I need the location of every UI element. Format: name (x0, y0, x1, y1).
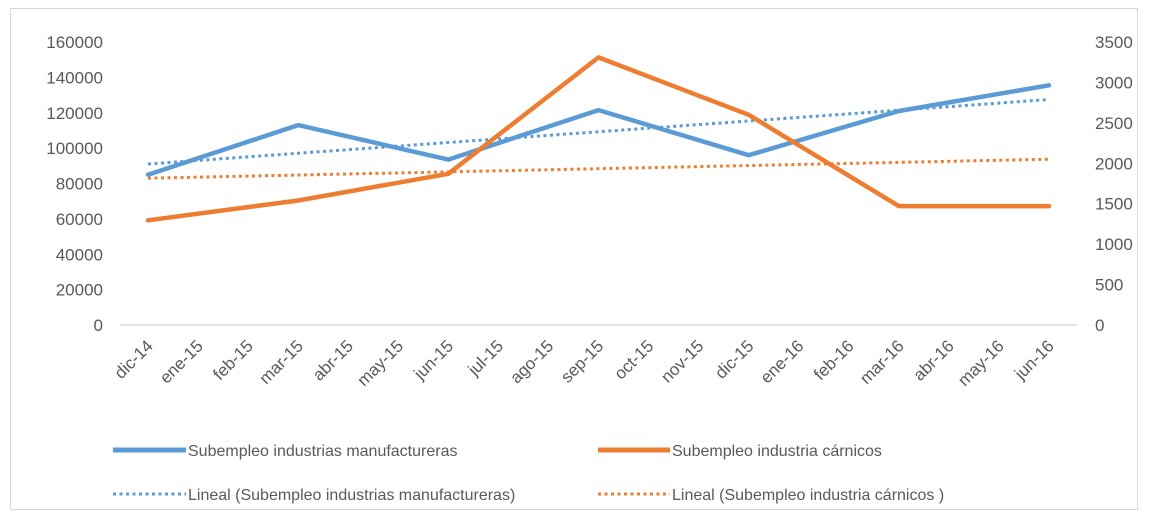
trendline-series-3 (147, 157, 1050, 180)
left-axis-tick-label: 160000 (46, 33, 103, 52)
legend-label: Lineal (Subempleo industria cárnicos ) (672, 487, 944, 504)
right-axis-tick-label: 3500 (1095, 33, 1133, 52)
left-axis-tick-label: 0 (94, 316, 103, 335)
chart-area (10, 8, 1138, 510)
left-axis-tick-label: 100000 (46, 139, 103, 158)
x-axis-tick-label: dic-14 (111, 336, 157, 382)
x-axis-tick-label: abr-16 (910, 336, 958, 384)
x-axis-tick-label: nov-15 (657, 336, 707, 386)
x-axis-tick-label: oct-15 (611, 336, 658, 383)
right-axis-tick-label: 2000 (1095, 154, 1133, 173)
right-axis-tick-label: 500 (1095, 276, 1123, 295)
left-axis: 0 20000 40000 60000 80000 100000 120000 140000 1… (46, 33, 103, 335)
right-axis-tick-label: 3000 (1095, 73, 1133, 92)
x-axis-tick-label: feb-15 (209, 336, 257, 384)
x-axis-tick-label: feb-16 (810, 336, 858, 384)
x-axis-tick-label: may-15 (354, 336, 408, 390)
legend: Subempleo industrias manufactureras Subem… (113, 443, 944, 504)
x-axis-tick-label: jun-15 (410, 336, 458, 384)
x-axis-tick-label: mar-15 (255, 336, 307, 388)
x-axis-tick-label: dic-15 (711, 336, 757, 382)
right-axis: 0 500 1000 1500 2000 2500 3000 3500 (1095, 33, 1133, 335)
right-axis-tick-label: 2500 (1095, 114, 1133, 133)
x-axis-tick-label: sep-15 (557, 336, 607, 386)
x-axis-tick-label: abr-15 (309, 336, 357, 384)
left-axis-tick-label: 60000 (56, 210, 103, 229)
left-axis-tick-label: 20000 (56, 281, 103, 300)
left-axis-tick-label: 40000 (56, 245, 103, 264)
legend-label: Subempleo industria cárnicos (672, 443, 882, 460)
x-axis-tick-label: may-16 (954, 336, 1008, 390)
x-axis-tick-label: ene-15 (156, 336, 207, 387)
data-series-0 (145, 83, 1052, 177)
x-axis-tick-label: jul-15 (464, 336, 508, 380)
x-axis-tick-label: ago-15 (506, 336, 557, 387)
x-axis-tick-label: ene-16 (757, 336, 808, 387)
trendline-series-2 (147, 98, 1050, 166)
legend-label: Subempleo industrias manufactureras (188, 443, 457, 460)
right-axis-tick-label: 0 (1095, 316, 1104, 335)
right-axis-tick-label: 1500 (1095, 195, 1133, 214)
x-axis-tick-label: mar-16 (856, 336, 908, 388)
right-axis-tick-label: 1000 (1095, 235, 1133, 254)
legend-label: Lineal (Subempleo industrias manufacture… (188, 487, 515, 504)
series-layer (145, 55, 1052, 223)
x-axis-tick-label: jun-16 (1010, 336, 1058, 384)
left-axis-tick-label: 80000 (56, 175, 103, 194)
left-axis-tick-label: 140000 (46, 68, 103, 87)
data-series-1 (145, 55, 1052, 223)
left-axis-tick-label: 120000 (46, 104, 103, 123)
